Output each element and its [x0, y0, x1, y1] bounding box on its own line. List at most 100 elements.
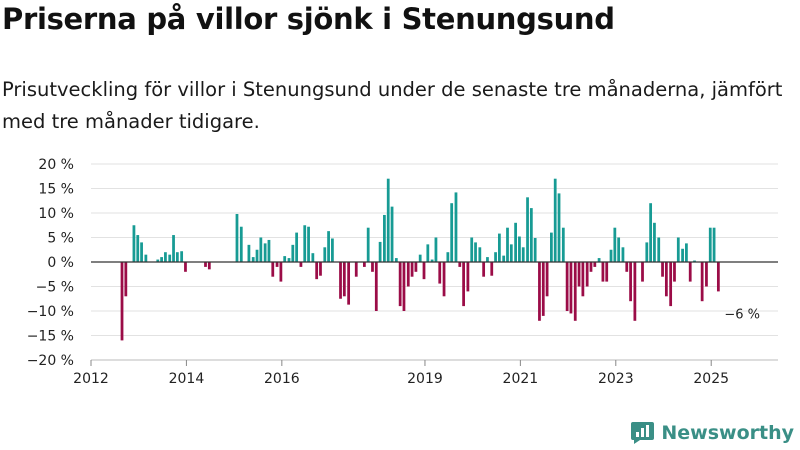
x-tick-label: 2025 [693, 371, 729, 387]
bar [693, 260, 696, 262]
y-axis-ticks: 20 % 15 % 10 % 5 % 0 % −5 % −10 % −15 % −20 % [27, 157, 74, 369]
bar [255, 249, 259, 262]
bar [383, 214, 386, 262]
bar [267, 239, 271, 262]
bar [688, 262, 692, 282]
bar [315, 262, 319, 280]
bar [422, 262, 426, 280]
brand-logo[interactable]: Newsworthy [630, 420, 794, 445]
bar [518, 236, 521, 262]
newsworthy-icon [631, 422, 655, 444]
bar [160, 257, 163, 262]
bar [545, 262, 549, 297]
bar [207, 262, 211, 270]
bar [311, 253, 315, 262]
bar [597, 258, 601, 262]
bar [140, 242, 143, 262]
y-tick-label: −10 % [27, 304, 74, 320]
bar [593, 262, 597, 267]
x-tick-label: 2016 [264, 371, 300, 387]
bar [641, 262, 644, 282]
bar [633, 262, 637, 321]
bar [478, 247, 482, 262]
bar [716, 262, 720, 292]
bar [529, 208, 533, 262]
bar [526, 197, 529, 262]
bar [434, 237, 438, 262]
bar [287, 258, 291, 262]
bar [685, 243, 688, 262]
x-tick-label: 2021 [503, 371, 539, 387]
bar [621, 247, 625, 262]
y-tick-label: 15 % [38, 182, 74, 198]
y-tick-label: −15 % [27, 329, 74, 345]
bar [657, 237, 661, 262]
bar [625, 262, 629, 272]
bar [609, 249, 613, 262]
bar [406, 262, 410, 287]
bar [601, 262, 605, 282]
bar [605, 262, 609, 282]
bar [430, 259, 434, 262]
bar [589, 262, 593, 272]
bar [438, 262, 442, 284]
y-tick-label: 0 % [47, 255, 74, 271]
bar [156, 259, 160, 262]
bar [263, 243, 267, 262]
bar [184, 262, 187, 272]
bars [120, 178, 720, 341]
bar [705, 262, 708, 287]
bar [168, 254, 172, 262]
y-tick-label: 20 % [38, 157, 74, 173]
bar [378, 241, 382, 262]
bar [550, 232, 553, 262]
bar [164, 252, 167, 262]
bar [394, 258, 398, 262]
bar [239, 226, 243, 262]
bar [708, 227, 712, 262]
bar [390, 206, 394, 262]
bar [649, 203, 653, 262]
bar [307, 226, 310, 262]
chart-subtitle: Prisutveckling för villor i Stenungsund … [2, 78, 783, 133]
brand-name: Newsworthy [661, 421, 794, 444]
bar [645, 242, 649, 262]
last-value-annotation: −6 % [724, 307, 760, 322]
bar [450, 203, 454, 262]
bar [577, 262, 581, 287]
bar [291, 244, 295, 262]
bar [521, 247, 525, 262]
bar [299, 262, 303, 267]
bar [347, 262, 351, 305]
bar [490, 262, 494, 276]
bar [565, 262, 569, 311]
bar [629, 262, 632, 302]
x-axis: 2012 2014 2016 2019 2021 2023 2025 [73, 359, 778, 387]
bar [613, 227, 617, 262]
bar [386, 178, 390, 262]
bar [251, 257, 255, 262]
bar [204, 262, 207, 267]
bar [673, 262, 676, 282]
bar [235, 213, 239, 262]
y-tick-label: −5 % [36, 280, 74, 296]
y-tick-label: −20 % [27, 353, 74, 369]
bar [319, 262, 322, 276]
bar [661, 262, 664, 277]
bar [323, 247, 327, 262]
bar [509, 244, 513, 262]
bar [342, 262, 346, 297]
bar [506, 227, 509, 262]
bar [676, 237, 680, 262]
bar [442, 262, 446, 297]
y-tick-label: 10 % [38, 206, 74, 222]
bar [327, 231, 330, 262]
bar [494, 252, 497, 262]
bar [124, 262, 128, 297]
bar [374, 262, 378, 311]
bar [402, 262, 406, 311]
bar [144, 254, 148, 262]
bar [414, 262, 418, 272]
bar [410, 262, 414, 277]
bar [617, 237, 621, 262]
